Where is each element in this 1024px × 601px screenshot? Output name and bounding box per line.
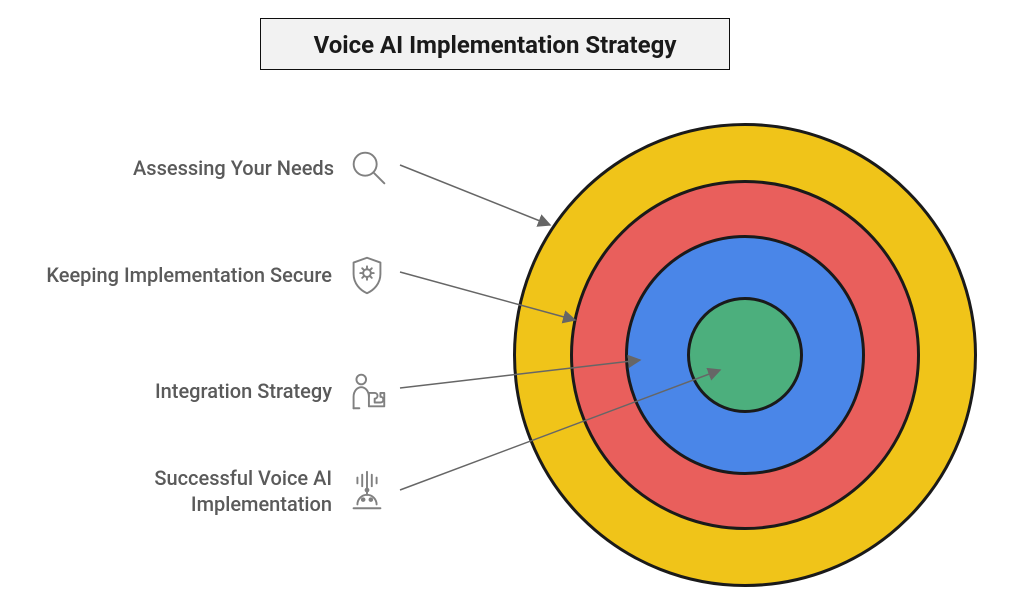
label-row-secure: Keeping Implementation Secure xyxy=(10,252,390,298)
label-row-success: Successful Voice AIImplementation xyxy=(110,465,390,517)
arrow-assessing xyxy=(400,165,550,225)
label-row-integration: Integration Strategy xyxy=(80,368,390,414)
shield-gear-icon xyxy=(344,252,390,298)
person-puzzle-icon xyxy=(344,368,390,414)
magnifier-icon xyxy=(346,145,392,191)
label-row-assessing: Assessing Your Needs xyxy=(62,145,392,191)
label-text-integration: Integration Strategy xyxy=(155,378,332,404)
diagram-title: Voice AI Implementation Strategy xyxy=(314,31,677,59)
label-text-success: Successful Voice AIImplementation xyxy=(154,465,332,517)
label-text-assessing: Assessing Your Needs xyxy=(133,155,334,181)
diagram-title-box: Voice AI Implementation Strategy xyxy=(260,18,730,70)
label-text-secure: Keeping Implementation Secure xyxy=(46,262,332,288)
target-ring-center xyxy=(687,297,803,413)
ai-voice-icon xyxy=(344,468,390,514)
